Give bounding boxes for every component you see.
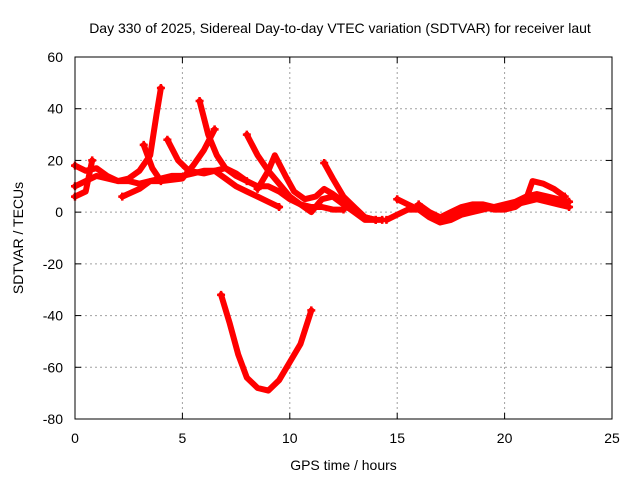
series-arc-4 bbox=[119, 126, 218, 200]
x-tick-labels: 0 5 10 15 20 25 bbox=[71, 430, 620, 446]
series-endpoint-marker bbox=[275, 202, 284, 211]
series-arc-1 bbox=[72, 162, 283, 210]
chart-title: Day 330 of 2025, Sidereal Day-to-day VTE… bbox=[89, 20, 591, 36]
y-tick-label: 40 bbox=[47, 101, 63, 117]
series-arc-14 bbox=[415, 191, 572, 221]
series-endpoint-marker bbox=[242, 130, 251, 139]
x-axis-label: GPS time / hours bbox=[290, 457, 397, 473]
series-arc-10 bbox=[321, 160, 386, 223]
plot-frame bbox=[74, 56, 613, 420]
series-endpoint-marker bbox=[156, 84, 165, 93]
y-tick-label: -40 bbox=[43, 308, 63, 324]
x-tick-label: 25 bbox=[604, 430, 620, 446]
y-tick-label: 60 bbox=[47, 49, 63, 65]
series-arc-11 bbox=[218, 291, 315, 394]
series-arc-3 bbox=[72, 157, 96, 200]
series-endpoint-marker bbox=[163, 135, 172, 144]
x-tick-label: 20 bbox=[497, 430, 513, 446]
y-tick-label: -20 bbox=[43, 256, 63, 272]
x-tick-label: 5 bbox=[179, 430, 187, 446]
x-tick-label: 10 bbox=[282, 430, 298, 446]
series-group bbox=[71, 84, 574, 394]
series-endpoint-marker bbox=[139, 140, 148, 149]
y-tick-label: -80 bbox=[43, 411, 63, 427]
x-tick-label: 0 bbox=[71, 430, 79, 446]
y-tick-label: 20 bbox=[47, 152, 63, 168]
y-tick-labels: 60 40 20 0 -20 -40 -60 -80 bbox=[43, 49, 63, 427]
series-endpoint-marker bbox=[382, 215, 391, 224]
x-tick-label: 15 bbox=[389, 430, 405, 446]
series-endpoint-marker bbox=[88, 156, 97, 165]
series-endpoint-marker bbox=[195, 96, 204, 105]
series-endpoint-marker bbox=[156, 177, 165, 186]
series-endpoint-marker bbox=[307, 306, 316, 315]
series-endpoint-marker bbox=[393, 195, 402, 204]
y-axis-label: SDTVAR / TECUs bbox=[10, 182, 26, 294]
series-endpoint-marker bbox=[253, 184, 262, 193]
series-endpoint-marker bbox=[217, 290, 226, 299]
series-endpoint-marker bbox=[210, 125, 219, 134]
series-endpoint-marker bbox=[414, 200, 423, 209]
series-endpoint-marker bbox=[320, 159, 329, 168]
y-tick-label: 0 bbox=[55, 204, 63, 220]
series-endpoint-marker bbox=[118, 192, 127, 201]
y-tick-label: -60 bbox=[43, 359, 63, 375]
series-arc-5 bbox=[140, 141, 164, 185]
axis-ticks bbox=[74, 56, 613, 420]
series-endpoint-marker bbox=[565, 197, 574, 206]
